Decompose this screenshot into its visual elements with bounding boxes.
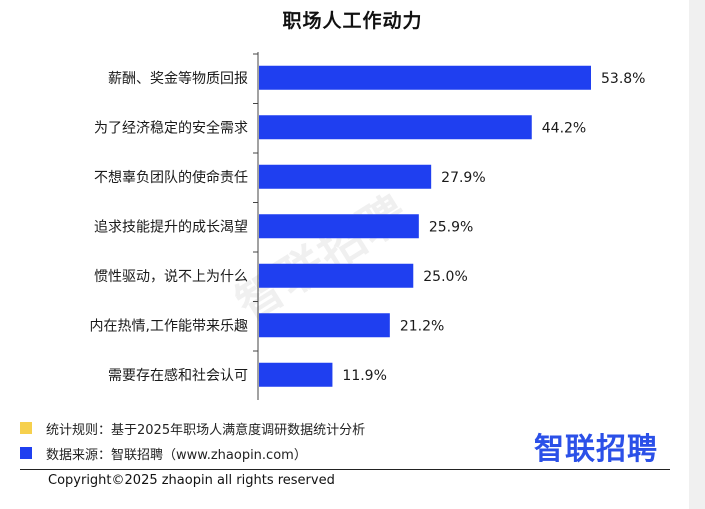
zhaopin-logo: 智联招聘 bbox=[534, 432, 658, 467]
data-label: 44.2% bbox=[542, 120, 586, 136]
data-label: 53.8% bbox=[601, 71, 645, 87]
category-label: 追求技能提升的成长渴望 bbox=[94, 219, 248, 235]
legend-text-source: 数据来源：智联招聘（www.zhaopin.com） bbox=[46, 447, 307, 463]
footer-divider bbox=[20, 469, 670, 470]
bar bbox=[259, 313, 390, 338]
category-label: 为了经济稳定的安全需求 bbox=[94, 119, 248, 136]
bar bbox=[259, 263, 414, 288]
data-label: 25.9% bbox=[429, 219, 473, 235]
legend-item-source: 数据来源：智联招聘（www.zhaopin.com） bbox=[20, 444, 307, 463]
data-label: 27.9% bbox=[441, 170, 485, 186]
copyright-text: Copyright©2025 zhaopin all rights reserv… bbox=[48, 473, 335, 488]
bar-chart: 薪酬、奖金等物质回报 53.8% 为了经济稳定的安全需求 44.2% 不想辜负团队的使命… bbox=[90, 52, 645, 400]
bar bbox=[259, 65, 591, 90]
data-label: 21.2% bbox=[400, 318, 444, 334]
data-label: 25.0% bbox=[423, 269, 467, 285]
legend-swatch-blue bbox=[20, 447, 32, 459]
category-label: 薪酬、奖金等物质回报 bbox=[108, 70, 248, 87]
legend-swatch-yellow bbox=[20, 422, 32, 434]
bar bbox=[259, 164, 432, 189]
category-label: 需要存在感和社会认可 bbox=[108, 367, 248, 384]
legend-item-rule: 统计规则：基于2025年职场人满意度调研数据统计分析 bbox=[20, 419, 366, 438]
category-label: 惯性驱动，说不上为什么 bbox=[94, 268, 248, 285]
bar bbox=[259, 214, 419, 239]
category-label: 不想辜负团队的使命责任 bbox=[94, 169, 248, 186]
data-label: 11.9% bbox=[342, 368, 386, 384]
chart-title: 职场人工作动力 bbox=[282, 10, 423, 32]
category-label: 内在热情,工作能带来乐趣 bbox=[90, 318, 248, 334]
legend-text-rule: 统计规则：基于2025年职场人满意度调研数据统计分析 bbox=[46, 422, 366, 438]
bar bbox=[259, 115, 532, 140]
bar bbox=[259, 362, 333, 387]
page-edge-shade bbox=[689, 0, 705, 509]
